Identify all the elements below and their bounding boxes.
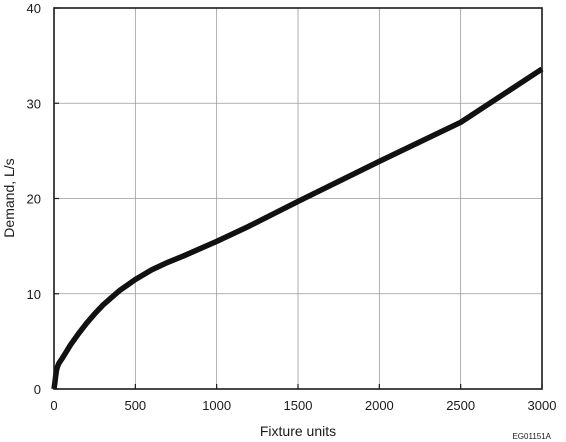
series-layer xyxy=(51,66,544,390)
y-axis-title: Demand, L/s xyxy=(1,158,17,237)
y-tick-label: 20 xyxy=(27,192,41,207)
figure-code: EG01151A xyxy=(512,432,551,441)
tick-layer: 0 500 1000 1500 2000 2500 3000 0 10 20 30 40 xyxy=(27,1,557,413)
x-tick-label: 0 xyxy=(50,398,57,413)
y-tick-label: 30 xyxy=(27,96,41,111)
y-tick-label: 0 xyxy=(34,382,41,397)
x-tick-label: 2000 xyxy=(365,398,394,413)
x-axis-title: Fixture units xyxy=(260,423,336,439)
demand-curve xyxy=(51,66,544,390)
x-tick-label: 500 xyxy=(124,398,146,413)
y-tick-label: 10 xyxy=(27,287,41,302)
x-tick-label: 2500 xyxy=(446,398,475,413)
x-tick-label: 1500 xyxy=(284,398,313,413)
x-tick-label: 1000 xyxy=(202,398,231,413)
x-tick-label: 3000 xyxy=(528,398,557,413)
y-tick-label: 40 xyxy=(27,1,41,16)
